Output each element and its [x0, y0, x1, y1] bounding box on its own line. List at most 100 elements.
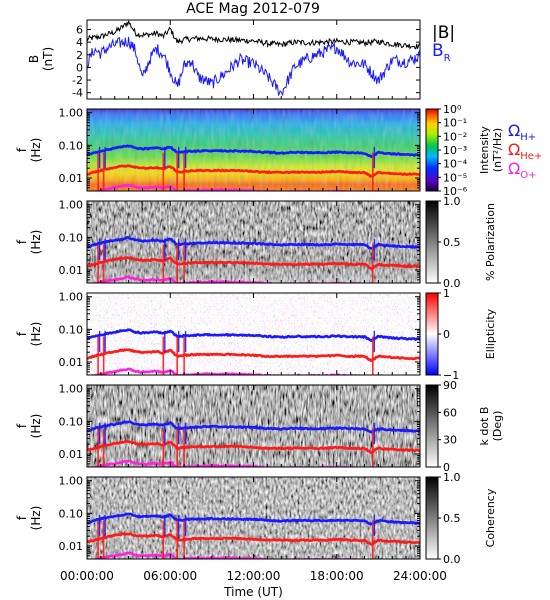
gyro-legend-entry: ΩH+: [508, 121, 536, 143]
colorbar: [425, 384, 439, 468]
colorbar-tick-label: 0.0: [443, 553, 461, 566]
gyro-legend-entry: ΩHe+: [508, 140, 542, 162]
freq-tick-label: 0.10: [59, 323, 84, 336]
omega-he-line: [87, 256, 420, 270]
colorbar-label: k dot B: [478, 407, 491, 446]
b-total-line: [87, 20, 420, 50]
b-ytick-label: 0: [76, 61, 83, 74]
colorbar-tick-label: 10⁻²: [443, 130, 467, 143]
omega-he-line: [87, 439, 420, 455]
freq-tick-label: 1.00: [59, 107, 84, 120]
freq-tick-label: 0.01: [59, 264, 84, 277]
freq-ylabel-unit: (Hz): [29, 414, 43, 439]
colorbar-tick-label: 10⁻¹: [443, 117, 467, 130]
freq-tick-label: 0.01: [59, 356, 84, 369]
gyro-legend-subscript: O+: [520, 170, 536, 181]
freq-tick-label: 1.00: [59, 291, 84, 304]
colorbar-tick-label: 0: [443, 328, 450, 341]
colorbar: [425, 476, 439, 560]
gyro-legend-symbol: Ω: [508, 140, 520, 159]
time-tick-label: 06:00:00: [143, 569, 197, 583]
colorbar: [425, 200, 439, 284]
colorbar: [425, 108, 439, 192]
b-ytick-label: -2: [72, 74, 83, 87]
freq-tick-label: 1.00: [59, 199, 84, 212]
omega-o-line: [89, 367, 390, 375]
freq-ylabel-unit: (Hz): [29, 506, 43, 531]
b-legend-symbol: B: [432, 41, 444, 61]
b-field-plot-area: [86, 19, 421, 100]
colorbar-label: Ellipticity: [484, 308, 497, 359]
b-legend-subscript: R: [444, 53, 451, 64]
colorbar-tick-label: 1: [443, 287, 450, 300]
b-radial-line: [87, 36, 420, 97]
freq-ylabel: f: [15, 423, 29, 428]
colorbar-tick-label: 1.0: [443, 471, 461, 484]
figure-title: ACE Mag 2012-079: [186, 1, 320, 17]
freq-ylabel-unit: (Hz): [29, 322, 43, 347]
polarization-panel: [86, 200, 421, 284]
b-ytick-label: 4: [76, 36, 83, 49]
time-tick-label: 24:00:00: [393, 569, 447, 583]
b-ytick-label: 2: [76, 49, 83, 62]
colorbar-label: Coherency: [484, 488, 497, 547]
gyro-legend-subscript: H+: [520, 132, 536, 143]
gyro-legend-subscript: He+: [520, 151, 542, 162]
freq-tick-label: 0.10: [59, 231, 84, 244]
freq-tick-label: 1.00: [59, 383, 84, 396]
b-ytick-label: -4: [72, 87, 83, 100]
omega-h-line: [87, 144, 420, 158]
colorbar-tick-label: 60: [443, 406, 457, 419]
omega-he-line: [87, 348, 420, 362]
freq-ylabel-unit: (Hz): [29, 230, 43, 255]
omega-h-line: [87, 512, 420, 526]
omega-he-line: [87, 164, 420, 178]
colorbar-tick-label: 90: [443, 379, 457, 392]
colorbar-tick-label: 10⁻⁴: [443, 158, 468, 171]
freq-tick-label: 0.10: [59, 507, 84, 520]
colorbar-label: (nT²/Hz): [491, 128, 504, 172]
freq-ylabel: f: [15, 239, 29, 244]
omega-he-line: [87, 532, 420, 546]
gyro-legend-symbol: Ω: [508, 159, 520, 178]
freq-tick-label: 0.01: [59, 172, 84, 185]
freq-ylabel: f: [15, 147, 29, 152]
freq-tick-label: 0.01: [59, 540, 84, 553]
intensity-panel: [86, 108, 421, 192]
omega-h-line: [87, 328, 420, 342]
omega-h-line: [87, 236, 420, 250]
time-tick-label: 12:00:00: [227, 569, 281, 583]
b-field-ylabel-top: B: [27, 55, 41, 63]
coherency-panel: [86, 476, 421, 560]
colorbar-tick-label: 30: [443, 434, 457, 447]
ellipticity-panel: [86, 292, 421, 376]
omega-h-line: [87, 420, 420, 434]
colorbar-tick-label: 10⁻⁶: [443, 185, 468, 198]
colorbar-label: Intensity: [478, 126, 491, 174]
colorbar: [425, 292, 439, 376]
colorbar-tick-label: 0.5: [443, 236, 461, 249]
colorbar-tick-label: 0.5: [443, 512, 461, 525]
colorbar-tick-label: 1.0: [443, 195, 461, 208]
gyrofrequency-legend: ΩH+ΩHe+ΩO+: [508, 121, 542, 181]
b-ytick-label: 6: [76, 23, 83, 36]
b-legend-symbol: |B|: [432, 23, 455, 43]
colorbar-tick-label: 10⁻⁵: [443, 171, 467, 184]
freq-ylabel-unit: (Hz): [29, 138, 43, 163]
colorbar-tick-label: −1: [443, 369, 459, 382]
freq-tick-label: 0.10: [59, 415, 84, 428]
freq-ylabel: f: [15, 515, 29, 520]
colorbar-tick-label: 0: [443, 461, 450, 474]
freq-tick-label: 0.10: [59, 139, 84, 152]
colorbar-tick-label: 10⁰: [443, 103, 462, 116]
freq-tick-label: 0.01: [59, 448, 84, 461]
colorbar-label: % Polarization: [484, 203, 497, 281]
freq-tick-label: 1.00: [59, 475, 84, 488]
k-dot-b-panel: [86, 384, 421, 468]
colorbar-tick-label: 0.0: [443, 277, 461, 290]
gyro-legend-symbol: Ω: [508, 121, 520, 140]
freq-ylabel: f: [15, 331, 29, 336]
time-axis: 00:00:00 06:00:00 12:00:00 18:00:00 24:00:00…: [60, 20, 447, 599]
